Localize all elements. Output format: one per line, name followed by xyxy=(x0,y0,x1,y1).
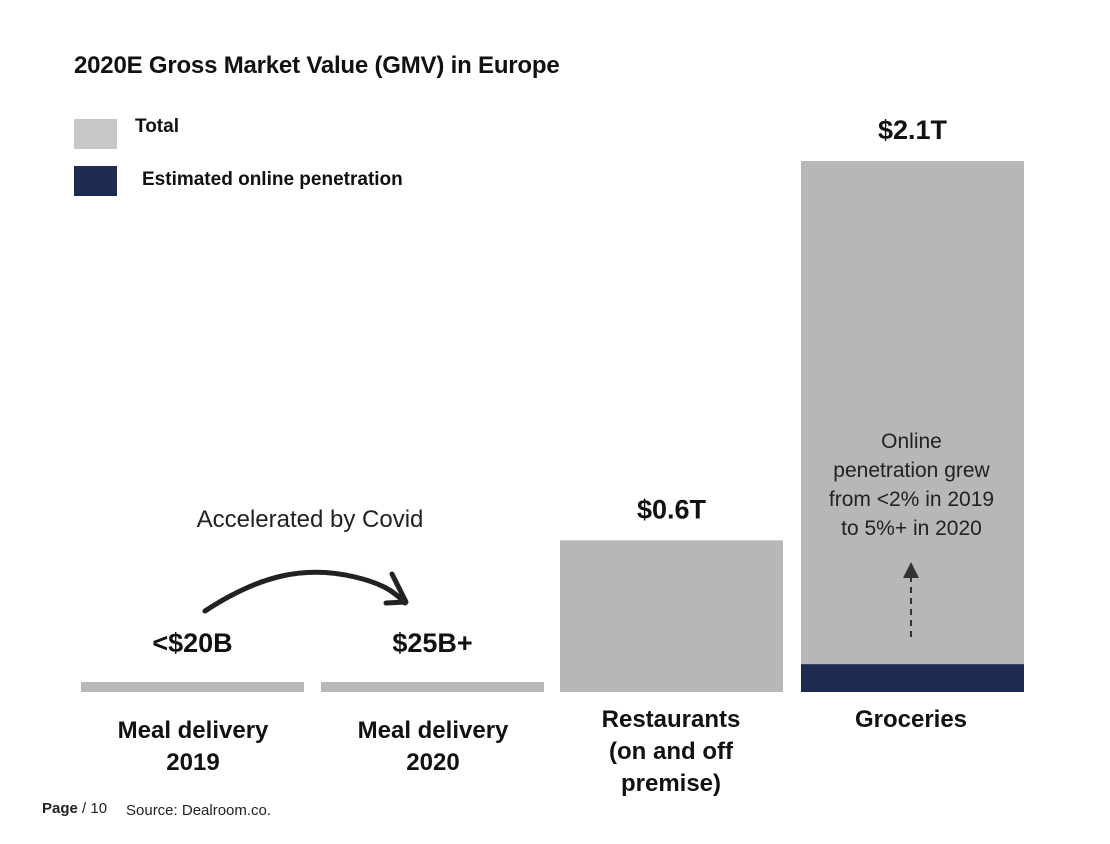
page-number: / 10 xyxy=(82,800,108,817)
bar-online-groceries xyxy=(801,664,1024,692)
covid-arrow-head xyxy=(383,571,409,606)
chart-title: 2020E Gross Market Value (GMV) in Europe xyxy=(74,52,560,79)
category-label-meal-2020: Meal delivery 2020 xyxy=(357,717,509,776)
source-note: Source: Dealroom.co. xyxy=(126,802,272,819)
bar-total-groceries xyxy=(801,161,1024,692)
legend-swatch-total xyxy=(74,119,117,149)
footer: Page / 10 Source: Dealroom.co. xyxy=(42,800,271,819)
category-label-restaurants: Restaurants (on and off premise) xyxy=(601,706,741,797)
legend-label-total: Total xyxy=(135,116,179,137)
covid-curve-arrow xyxy=(202,569,408,614)
value-label-groceries: $2.1T xyxy=(878,115,948,145)
legend-label-online: Estimated online penetration xyxy=(142,169,403,190)
groceries-annotation: Online penetration grew from <2% in 2019… xyxy=(828,430,995,540)
bar-total-meal-2020 xyxy=(321,682,544,692)
bar-total-meal-2019 xyxy=(81,682,304,692)
page-label: Page xyxy=(42,800,78,817)
category-label-meal-2019: Meal delivery 2019 xyxy=(117,717,269,776)
value-label-restaurants: $0.6T xyxy=(637,494,707,524)
value-label-meal-2019: <$20B xyxy=(152,628,232,658)
legend-swatch-online xyxy=(74,166,117,196)
value-label-meal-2020: $25B+ xyxy=(392,628,472,658)
category-label-groceries: Groceries xyxy=(854,706,968,733)
covid-annotation: Accelerated by Covid xyxy=(196,506,424,533)
bar-total-restaurants xyxy=(560,540,783,692)
